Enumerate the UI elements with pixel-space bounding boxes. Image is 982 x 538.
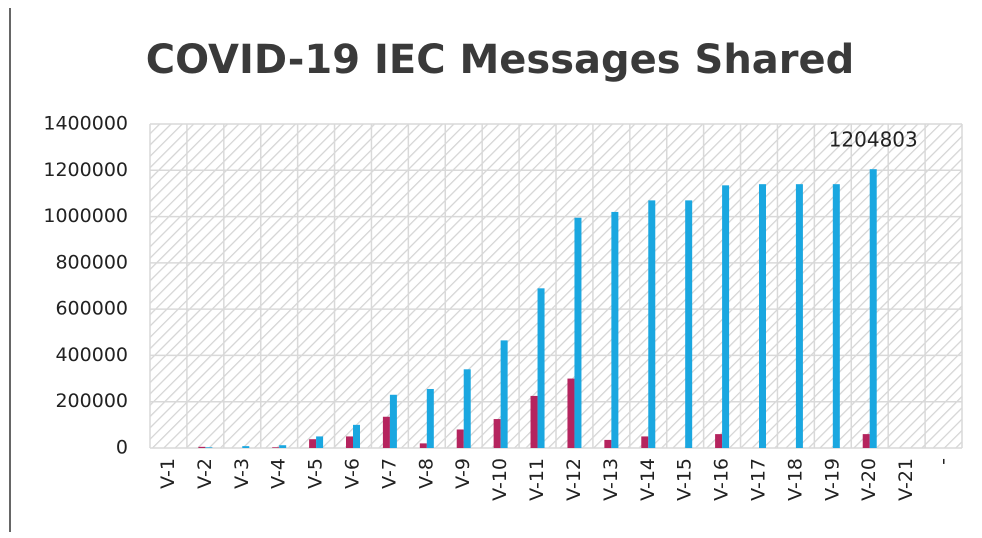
- bar: [382, 416, 390, 448]
- y-tick-label: 1000000: [43, 205, 128, 227]
- bar: [530, 395, 538, 448]
- bar: [353, 424, 360, 448]
- bar: [567, 378, 575, 448]
- bar: [316, 436, 324, 448]
- bar: [463, 369, 471, 448]
- bar: [759, 184, 766, 448]
- bar: [574, 217, 582, 448]
- x-tick-label: V-21: [895, 458, 917, 501]
- bar: [279, 445, 287, 448]
- bar: [456, 429, 464, 448]
- data-label: 1204803: [829, 128, 918, 152]
- x-tick-label: V-4: [268, 458, 290, 489]
- bar: [715, 434, 723, 448]
- bar: [604, 439, 612, 448]
- bar: [198, 446, 206, 448]
- x-tick-label: V-15: [674, 458, 696, 501]
- y-tick-label: 1400000: [43, 113, 128, 135]
- x-tick-label: V-14: [637, 458, 659, 501]
- x-tick-label: V-5: [305, 458, 327, 489]
- x-tick-label: V-16: [711, 458, 733, 501]
- y-tick-label: 800000: [55, 251, 128, 273]
- x-tick-label: V-2: [194, 458, 216, 489]
- y-tick-label: 0: [116, 437, 128, 459]
- bar: [722, 185, 730, 449]
- bar: [537, 288, 545, 448]
- y-tick-label: 200000: [55, 390, 128, 412]
- bar: [611, 211, 619, 448]
- bar: [500, 340, 508, 448]
- x-tick-label: V-3: [231, 458, 253, 489]
- bar: [795, 184, 803, 448]
- bar: [685, 200, 693, 448]
- x-tick-label: V-8: [415, 458, 437, 489]
- x-tick-label: V-6: [342, 458, 364, 489]
- x-tick-label: -: [932, 458, 954, 465]
- bar: [419, 443, 427, 448]
- x-tick-label: V-17: [748, 458, 770, 501]
- x-tick-label: V-18: [784, 458, 806, 501]
- bar: [832, 184, 840, 448]
- bar: [346, 436, 353, 448]
- x-tick-label: V-13: [600, 458, 622, 501]
- x-tick-label: V-10: [489, 458, 511, 501]
- bar: [426, 388, 434, 448]
- bar: [493, 419, 501, 448]
- x-tick-label: V-7: [378, 458, 400, 489]
- bar: [242, 446, 250, 448]
- chart-title: COVID-19 IEC Messages Shared: [146, 37, 855, 83]
- bar: [869, 169, 877, 448]
- y-tick-label: 1200000: [43, 159, 128, 181]
- bar: [648, 200, 656, 448]
- x-tick-label: V-20: [858, 458, 880, 501]
- y-tick-label: 400000: [55, 344, 128, 366]
- bar: [272, 447, 280, 448]
- bar: [205, 447, 213, 448]
- y-tick-label: 600000: [55, 298, 128, 320]
- bar: [641, 436, 649, 448]
- x-tick-label: V-9: [452, 458, 474, 489]
- x-tick-label: V-19: [821, 458, 843, 501]
- bar: [389, 394, 397, 448]
- x-tick-label: V-11: [526, 458, 548, 501]
- bar: [309, 439, 317, 448]
- bar: [862, 434, 870, 448]
- x-tick-label: V-1: [157, 458, 179, 489]
- x-tick-label: V-12: [563, 458, 585, 501]
